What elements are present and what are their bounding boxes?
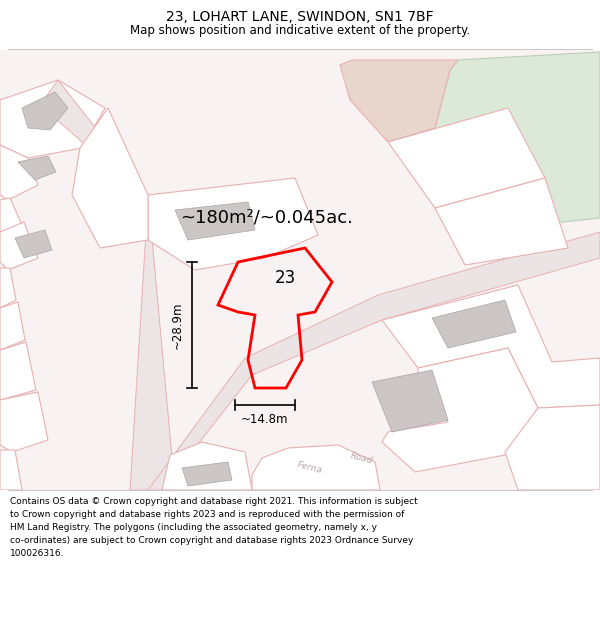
Text: to Crown copyright and database rights 2023 and is reproduced with the permissio: to Crown copyright and database rights 2… — [10, 510, 404, 519]
Polygon shape — [15, 230, 52, 258]
Polygon shape — [0, 145, 38, 200]
Polygon shape — [382, 348, 538, 472]
Text: HM Land Registry. The polygons (including the associated geometry, namely x, y: HM Land Registry. The polygons (includin… — [10, 523, 377, 532]
Polygon shape — [0, 268, 16, 308]
Text: Contains OS data © Crown copyright and database right 2021. This information is : Contains OS data © Crown copyright and d… — [10, 497, 418, 506]
Text: 23, LOHART LANE, SWINDON, SN1 7BF: 23, LOHART LANE, SWINDON, SN1 7BF — [166, 10, 434, 24]
Polygon shape — [0, 80, 105, 158]
Polygon shape — [505, 405, 600, 490]
Polygon shape — [72, 108, 148, 248]
Polygon shape — [40, 80, 175, 490]
Polygon shape — [0, 302, 25, 350]
Text: ~180m²/~0.045ac.: ~180m²/~0.045ac. — [180, 209, 353, 227]
Polygon shape — [0, 342, 36, 400]
Polygon shape — [435, 178, 568, 265]
Text: Ferna: Ferna — [296, 461, 323, 476]
Polygon shape — [340, 60, 458, 142]
Polygon shape — [372, 370, 448, 432]
Bar — [0, 490, 600, 625]
Polygon shape — [0, 450, 22, 490]
Text: Map shows position and indicative extent of the property.: Map shows position and indicative extent… — [130, 24, 470, 37]
Text: co-ordinates) are subject to Crown copyright and database rights 2023 Ordnance S: co-ordinates) are subject to Crown copyr… — [10, 536, 413, 545]
Text: 100026316.: 100026316. — [10, 549, 65, 558]
Polygon shape — [182, 462, 232, 486]
Polygon shape — [22, 92, 68, 130]
Polygon shape — [435, 52, 600, 228]
Polygon shape — [0, 392, 48, 452]
Polygon shape — [148, 232, 600, 490]
Bar — [0, 50, 600, 490]
Bar — [0, 0, 600, 50]
Polygon shape — [0, 222, 38, 270]
Polygon shape — [0, 198, 22, 232]
Polygon shape — [252, 445, 380, 490]
Polygon shape — [382, 285, 600, 408]
Polygon shape — [18, 156, 56, 180]
Text: ~28.9m: ~28.9m — [171, 301, 184, 349]
Text: Road: Road — [350, 451, 374, 465]
Polygon shape — [162, 442, 252, 490]
Polygon shape — [432, 300, 516, 348]
Polygon shape — [175, 202, 255, 240]
Polygon shape — [388, 108, 545, 208]
Text: ~14.8m: ~14.8m — [241, 413, 289, 426]
Text: 23: 23 — [274, 269, 296, 287]
Polygon shape — [148, 178, 318, 270]
